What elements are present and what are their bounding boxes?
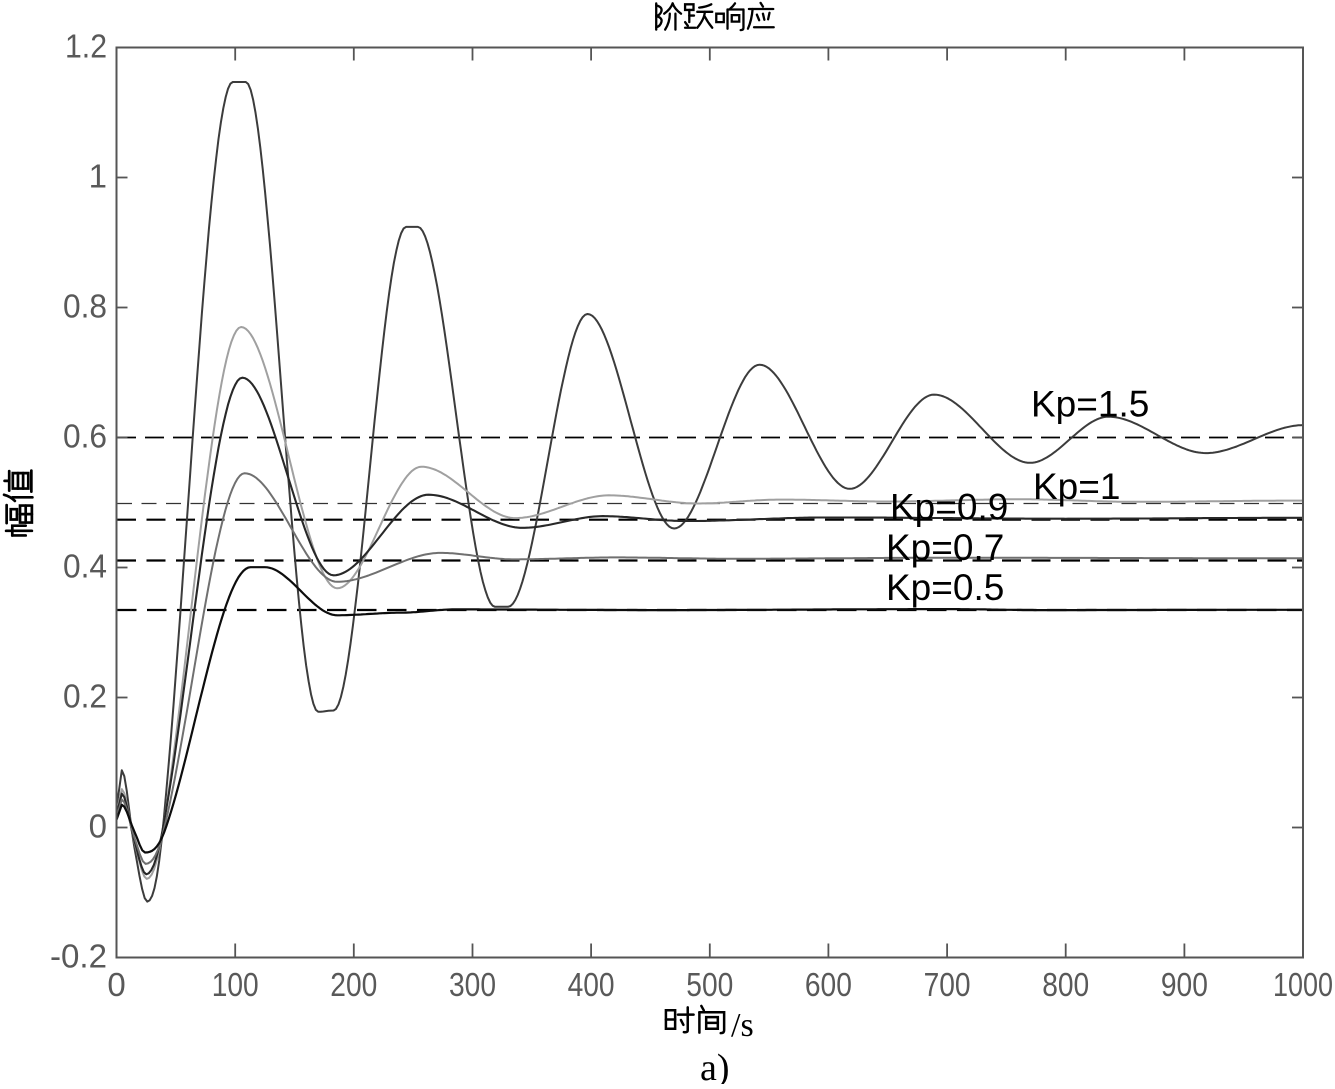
svg-text:Kp=0.5: Kp=0.5 <box>886 567 1004 608</box>
svg-text:0: 0 <box>107 966 125 1003</box>
svg-text:0.8: 0.8 <box>63 288 107 325</box>
svg-text:800: 800 <box>1042 966 1089 1003</box>
svg-text:700: 700 <box>924 966 971 1003</box>
svg-text:0.6: 0.6 <box>63 418 107 455</box>
svg-text:900: 900 <box>1161 966 1208 1003</box>
svg-text:600: 600 <box>805 966 852 1003</box>
svg-text:0.4: 0.4 <box>63 548 107 585</box>
svg-text:1.2: 1.2 <box>65 28 107 65</box>
svg-text:1000: 1000 <box>1273 966 1333 1003</box>
svg-text:0: 0 <box>89 808 107 845</box>
svg-text:Kp=0.7: Kp=0.7 <box>886 527 1004 568</box>
svg-text:a): a) <box>700 1047 730 1084</box>
svg-text:Kp=1: Kp=1 <box>1033 466 1120 507</box>
svg-text:0.2: 0.2 <box>63 678 107 715</box>
svg-text:Kp=1.5: Kp=1.5 <box>1031 384 1149 425</box>
svg-text:300: 300 <box>449 966 496 1003</box>
svg-text:400: 400 <box>568 966 615 1003</box>
svg-text:200: 200 <box>330 966 377 1003</box>
svg-text:-0.2: -0.2 <box>50 938 107 975</box>
svg-text:1: 1 <box>89 158 107 195</box>
svg-text:500: 500 <box>686 966 733 1003</box>
svg-text:Kp=0.9: Kp=0.9 <box>890 487 1008 528</box>
svg-text:100: 100 <box>212 966 259 1003</box>
svg-text:/s: /s <box>731 1007 754 1044</box>
